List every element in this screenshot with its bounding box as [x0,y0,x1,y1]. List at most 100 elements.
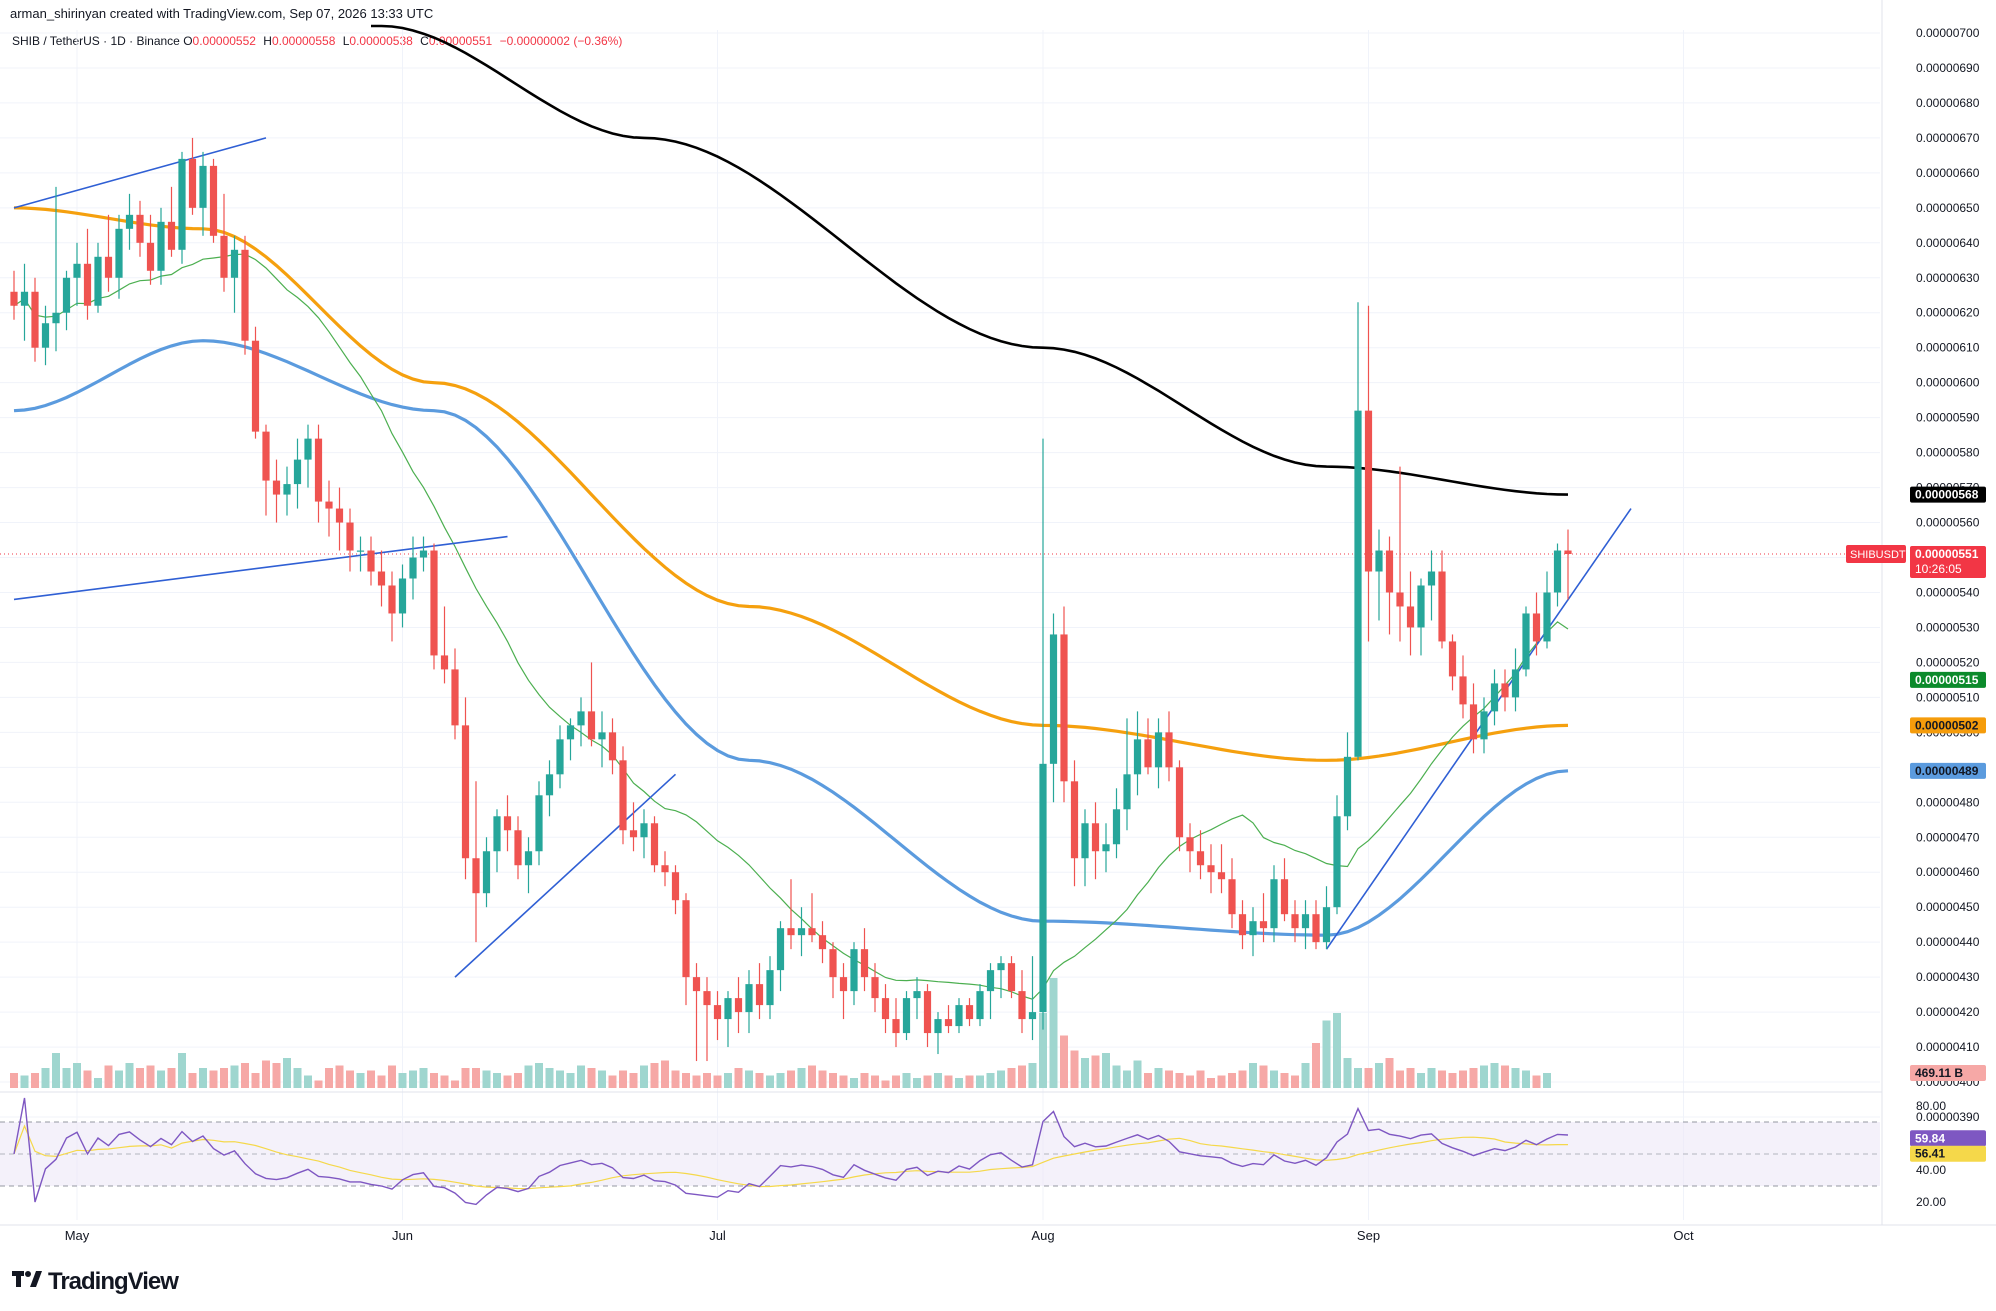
ohlc-low-value: 0.00000538 [349,34,413,48]
volume-bar [1112,1065,1121,1088]
volume-bar [367,1070,375,1088]
volume-bar [1459,1070,1467,1088]
candle-body [20,291,29,306]
volume-bar [283,1058,291,1088]
volume-bar [892,1075,900,1088]
candle-body [829,949,837,978]
candle [461,697,470,880]
volume-bar [493,1073,501,1088]
candle-body [776,928,785,971]
tv-logo-icon [12,1268,42,1296]
volume-bar [808,1065,816,1088]
candle-body [871,977,879,999]
candle-body [367,550,375,572]
candle [230,235,239,313]
volume-bar [556,1070,564,1088]
volume-bar [871,1075,879,1088]
chart-credit: arman_shirinyan created with TradingView… [10,6,434,21]
price-tick-label: 0.00000410 [1916,1040,1980,1054]
price-tick-label: 0.00000390 [1916,1110,1980,1124]
candle [1217,844,1226,894]
candle-body [1018,991,1026,1020]
candle [1448,634,1457,691]
candle [1228,858,1236,929]
price-tick-label: 0.00000450 [1916,900,1980,914]
candle-body [598,732,606,740]
candle-body [293,459,302,485]
candle-body [640,823,648,838]
candle [745,970,753,1034]
volume-bar [619,1070,627,1088]
volume-bar [41,1068,50,1088]
candle-body [577,711,585,726]
volume-bar [566,1073,575,1088]
candle [1112,788,1121,859]
volume-bar [1291,1075,1299,1088]
candle [818,921,827,964]
candle [955,998,963,1034]
candle-body [241,249,249,341]
volume-bar [703,1073,711,1088]
price-tick-label: 0.00000530 [1916,620,1980,634]
ma50-price-tag: 0.00000489 [1910,762,1986,779]
volume-tag-bg [1910,1065,1986,1081]
candle [1396,466,1404,642]
volume-bar [860,1073,869,1088]
last-price-countdown: 10:26:05 [1915,562,1962,576]
volume-bar [398,1073,407,1088]
candle [167,186,176,257]
volume-bar [1522,1070,1530,1088]
volume-bar [1144,1073,1152,1088]
tradingview-logo[interactable]: TradingView [12,1268,179,1296]
volume-bar [1375,1063,1383,1088]
volume-bar [346,1070,354,1088]
candle-body [1354,410,1362,757]
candle [1249,907,1257,957]
candle [220,193,228,292]
volume-bar [10,1073,18,1088]
ohlc-open-value: 0.00000552 [192,34,256,48]
volume-bar [220,1068,228,1088]
candle-body [545,774,554,796]
candle-body [692,977,701,992]
volume-bar [1049,978,1058,1088]
candle [1280,858,1289,922]
time-tick-label: Oct [1673,1228,1694,1243]
candle-body [608,732,617,761]
volume-bar [472,1068,480,1088]
candle [797,907,806,957]
candle-body [1028,1012,1037,1020]
volume-bar [1102,1053,1110,1088]
price-tick-label: 0.00000470 [1916,830,1980,844]
volume-bar [188,1073,197,1088]
volume-bar [503,1075,512,1088]
candle-body [734,998,743,1013]
volume-bar [671,1070,680,1088]
candle-body [94,256,102,306]
price-chart[interactable]: 0.00000700 0.00000690 0.00000680 0.00000670… [0,0,1996,1260]
candle-body [1039,763,1047,1013]
volume-bar [965,1075,974,1088]
volume-bar [20,1075,29,1088]
candle [451,648,459,740]
volume-bar [587,1068,596,1088]
candle [1480,697,1488,754]
candle [1270,865,1278,943]
volume-bar [1417,1073,1425,1088]
candle-body [713,1005,722,1020]
candle [524,837,533,894]
volume-bar [314,1080,323,1088]
volume-bar [1480,1065,1488,1088]
time-tick-label: May [65,1228,90,1243]
candle-body [398,578,407,614]
volume-bar [430,1073,438,1088]
volume-bar [451,1080,459,1088]
candle [178,151,186,264]
candle-body [1049,634,1058,764]
price-tick-label: 0.00000640 [1916,236,1980,250]
candle [335,487,344,551]
candle-body [934,1019,942,1034]
price-tick-label: 0.00000510 [1916,690,1980,704]
volume-bar [1123,1070,1131,1088]
volume-bar [52,1053,60,1088]
